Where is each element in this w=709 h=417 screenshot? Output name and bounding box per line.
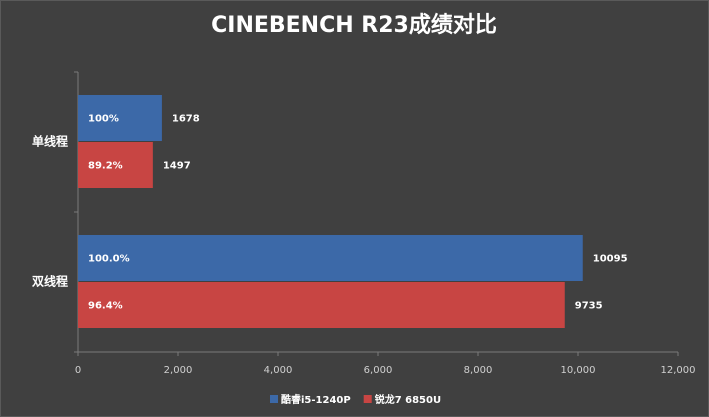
value-label: 9735 — [575, 301, 603, 312]
bar — [78, 95, 162, 141]
category-label: 单线程 — [32, 134, 68, 149]
chart-title: CINEBENCH R23成绩对比 — [211, 12, 497, 38]
category-label: 双线程 — [32, 274, 68, 289]
x-tick-label: 12,000 — [661, 365, 696, 376]
percent-label: 96.4% — [88, 301, 123, 312]
bar — [78, 282, 565, 328]
bar — [78, 235, 583, 281]
x-tick-label: 0 — [75, 365, 81, 376]
x-tick-label: 8,000 — [464, 365, 493, 376]
legend-swatch — [270, 395, 278, 403]
bar — [78, 142, 153, 188]
legend-label: 酷睿i5-1240P — [281, 393, 351, 406]
percent-label: 89.2% — [88, 161, 123, 172]
percent-label: 100.0% — [88, 254, 130, 265]
value-label: 10095 — [593, 254, 628, 265]
legend-label: 锐龙7 6850U — [375, 393, 441, 406]
x-tick-label: 4,000 — [264, 365, 293, 376]
percent-label: 100% — [88, 114, 119, 125]
value-label: 1497 — [163, 161, 191, 172]
legend-swatch — [363, 395, 372, 403]
value-label: 1678 — [172, 114, 200, 125]
x-tick-label: 10,000 — [561, 365, 596, 376]
x-tick-label: 2,000 — [164, 365, 193, 376]
x-tick-label: 6,000 — [364, 365, 393, 376]
